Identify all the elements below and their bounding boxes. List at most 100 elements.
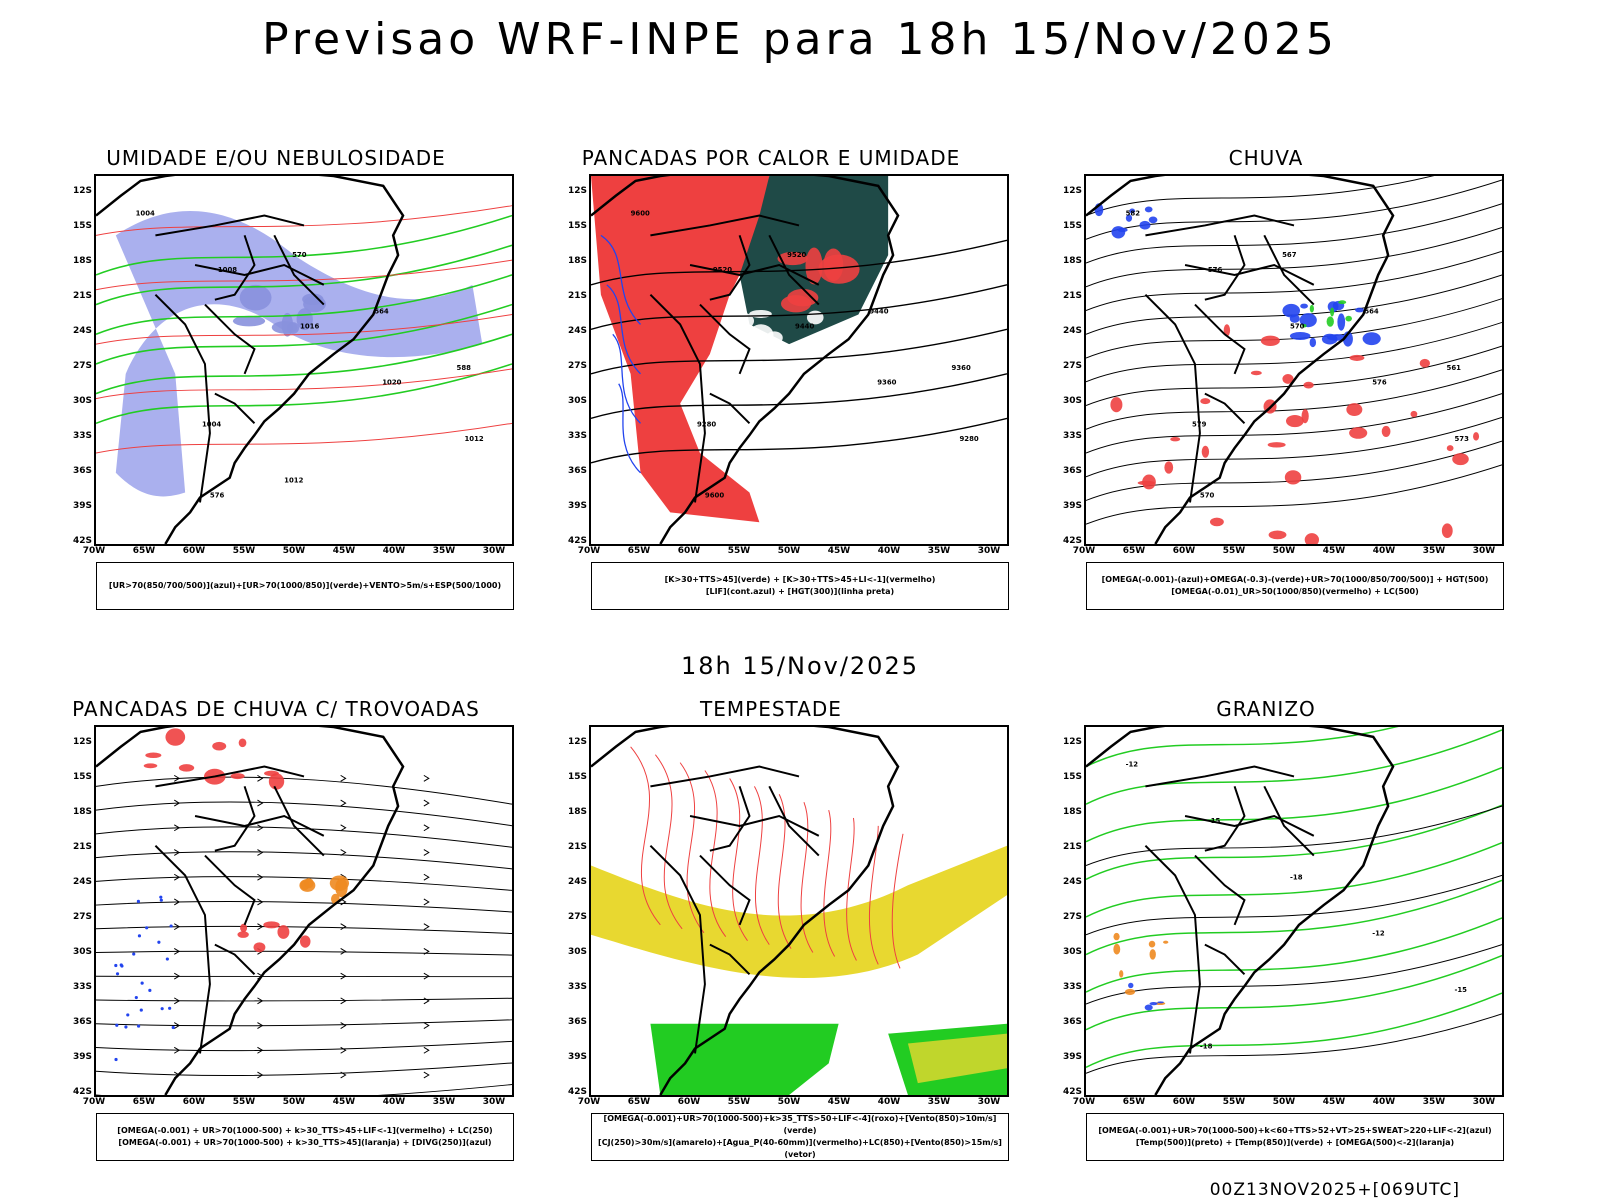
- lat-tick: 18S: [1062, 807, 1082, 817]
- lat-tick: 30S: [567, 947, 587, 957]
- contour-label: 1004: [136, 210, 155, 218]
- divergence-dot: [139, 1008, 143, 1012]
- wind-streamline: [96, 1040, 512, 1052]
- country-border: [1184, 263, 1315, 286]
- lc850-streamline: [823, 809, 836, 957]
- country-border: [204, 303, 256, 375]
- lon-tick: 70W: [82, 1097, 106, 1107]
- coastline: [591, 727, 900, 1095]
- lc850-streamline: [704, 770, 727, 938]
- contour-label: 567: [1282, 251, 1297, 259]
- rain-blue-patch: [1337, 313, 1346, 331]
- divergence-dot: [137, 934, 142, 938]
- temp850-contour: [1086, 727, 1399, 768]
- contour-label: 1004: [202, 420, 221, 428]
- streamline-arrow: [257, 873, 264, 881]
- legend-line: [OMEGA(-0.001)-(azul)+OMEGA(-0.3)-(verde…: [1101, 575, 1489, 584]
- streamline-arrow: [173, 799, 181, 807]
- lat-tick: 30S: [567, 396, 587, 406]
- lon-tick: 70W: [1072, 546, 1096, 556]
- divergence-dot: [148, 988, 152, 992]
- contour-label: 576: [1372, 379, 1387, 387]
- streamline-arrow: [340, 799, 347, 807]
- red-dash-contour: [96, 422, 512, 454]
- streamline-arrow: [340, 923, 347, 931]
- rain-green-patch: [1301, 324, 1307, 328]
- instability-red-patch: [805, 247, 823, 285]
- lon-tick: 60W: [1172, 1097, 1196, 1107]
- lon-tick: 55W: [232, 546, 256, 556]
- divergence-dot: [115, 1023, 119, 1027]
- divergence-dot: [171, 1025, 175, 1030]
- lat-tick: 15S: [1062, 772, 1082, 782]
- instability-red-patch: [787, 289, 819, 307]
- storm-red-patch: [277, 925, 290, 939]
- hail-blue-patch: [1149, 1002, 1158, 1006]
- lat-tick: 36S: [1062, 1017, 1082, 1027]
- streamline-arrow: [340, 849, 347, 856]
- clear-patch: [749, 309, 772, 318]
- country-border: [1184, 814, 1315, 837]
- lc850-streamline: [630, 746, 661, 926]
- green-contour: [96, 274, 512, 336]
- storm-red-patch: [230, 773, 245, 780]
- country-border: [1204, 786, 1246, 852]
- lon-tick: 60W: [677, 546, 701, 556]
- lat-tick: 18S: [1062, 256, 1082, 266]
- streamline-arrow: [340, 972, 347, 980]
- rain-blue-patch: [1117, 227, 1128, 233]
- lat-tick: 12S: [567, 737, 587, 747]
- lif-contour: [600, 234, 641, 325]
- lat-tick: 36S: [72, 466, 92, 476]
- streamline-arrow: [257, 923, 264, 931]
- panel-legend: [UR>70(850/700/500)](azul)+[UR>70(1000/8…: [96, 562, 514, 610]
- contour-label: -12: [1372, 930, 1385, 938]
- contour-label: 561: [1447, 364, 1462, 372]
- hgt500-contour: [1086, 440, 1502, 501]
- streamline-arrow: [257, 824, 264, 832]
- rain-red-patch: [1209, 517, 1224, 527]
- forecast-map: 9600 9520 9440 9360 9280 9600 9520 9440 9360 9280: [589, 174, 1009, 546]
- country-border: [154, 294, 211, 503]
- streamline-arrow: [173, 849, 181, 856]
- lat-tick: 42S: [567, 536, 587, 546]
- country-border: [689, 814, 820, 837]
- streamline-arrow: [423, 824, 430, 832]
- rain-red-patch: [1304, 533, 1320, 544]
- lat-tick: 39S: [72, 1052, 92, 1062]
- wind-streamline: [96, 950, 512, 956]
- rain-red-patch: [1346, 403, 1363, 416]
- rain-red-patch: [1267, 442, 1286, 448]
- lat-tick: 18S: [72, 256, 92, 266]
- temp850-contour: [1086, 917, 1502, 993]
- contour-label: 9280: [959, 435, 978, 443]
- rain-blue-patch: [1289, 331, 1311, 341]
- forecast-map: 582 576 570 576 573 570 567 564 561 579: [1084, 174, 1504, 546]
- lat-tick: 15S: [72, 772, 92, 782]
- lat-tick: 18S: [72, 807, 92, 817]
- hail-blue-patch: [1128, 982, 1134, 989]
- lon-tick: 65W: [627, 1097, 651, 1107]
- streamline-arrow: [423, 873, 430, 881]
- lc850-streamline: [654, 754, 683, 930]
- lif-contour: [606, 284, 641, 375]
- contour-label: -18: [1200, 1043, 1213, 1051]
- contour-label: 570: [292, 251, 307, 259]
- lon-tick: 70W: [577, 546, 601, 556]
- hgt500-contour: [1086, 369, 1502, 430]
- temp850-contour: [1086, 992, 1502, 1068]
- hgt500-contour: [1086, 274, 1502, 335]
- rain-blue-patch: [1144, 206, 1153, 213]
- lat-tick: 39S: [72, 501, 92, 511]
- wind850-green-area: [650, 1023, 839, 1095]
- storm-red-patch: [178, 764, 195, 772]
- forecast-map: [589, 725, 1009, 1097]
- streamline-arrow: [173, 923, 181, 931]
- hgt500-contour: [1086, 345, 1502, 406]
- streamline-arrow: [423, 997, 430, 1005]
- country-border: [155, 214, 305, 237]
- storm-red-patch: [212, 741, 227, 751]
- humidity-fill: [115, 210, 483, 497]
- country-border: [768, 785, 820, 857]
- lat-tick: 27S: [567, 912, 587, 922]
